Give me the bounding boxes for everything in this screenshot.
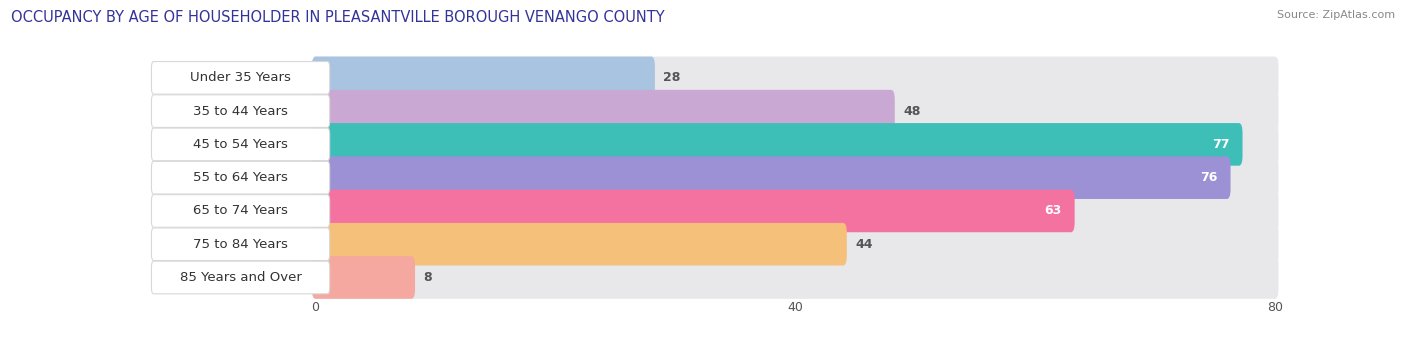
FancyBboxPatch shape bbox=[152, 162, 329, 194]
FancyBboxPatch shape bbox=[312, 156, 1230, 199]
Text: 44: 44 bbox=[855, 238, 873, 251]
Text: 45 to 54 Years: 45 to 54 Years bbox=[193, 138, 288, 151]
FancyBboxPatch shape bbox=[152, 261, 329, 294]
FancyBboxPatch shape bbox=[152, 128, 329, 161]
FancyBboxPatch shape bbox=[152, 62, 329, 94]
Text: 85 Years and Over: 85 Years and Over bbox=[180, 271, 301, 284]
FancyBboxPatch shape bbox=[312, 190, 1074, 232]
FancyBboxPatch shape bbox=[312, 156, 1278, 199]
Text: 48: 48 bbox=[903, 105, 921, 118]
Text: OCCUPANCY BY AGE OF HOUSEHOLDER IN PLEASANTVILLE BOROUGH VENANGO COUNTY: OCCUPANCY BY AGE OF HOUSEHOLDER IN PLEAS… bbox=[11, 10, 665, 25]
Text: 76: 76 bbox=[1199, 171, 1218, 184]
Text: 55 to 64 Years: 55 to 64 Years bbox=[193, 171, 288, 184]
Text: 75 to 84 Years: 75 to 84 Years bbox=[193, 238, 288, 251]
FancyBboxPatch shape bbox=[152, 194, 329, 227]
Text: 28: 28 bbox=[664, 71, 681, 84]
FancyBboxPatch shape bbox=[312, 123, 1278, 166]
FancyBboxPatch shape bbox=[312, 123, 1243, 166]
FancyBboxPatch shape bbox=[312, 223, 846, 266]
Text: 77: 77 bbox=[1212, 138, 1229, 151]
Text: 63: 63 bbox=[1045, 204, 1062, 218]
FancyBboxPatch shape bbox=[312, 90, 894, 132]
Text: 65 to 74 Years: 65 to 74 Years bbox=[193, 204, 288, 218]
FancyBboxPatch shape bbox=[312, 90, 1278, 132]
FancyBboxPatch shape bbox=[312, 190, 1278, 232]
FancyBboxPatch shape bbox=[312, 256, 415, 299]
FancyBboxPatch shape bbox=[312, 256, 1278, 299]
FancyBboxPatch shape bbox=[152, 228, 329, 260]
FancyBboxPatch shape bbox=[312, 56, 655, 99]
Text: 8: 8 bbox=[423, 271, 432, 284]
FancyBboxPatch shape bbox=[312, 56, 1278, 99]
FancyBboxPatch shape bbox=[312, 223, 1278, 266]
Text: Source: ZipAtlas.com: Source: ZipAtlas.com bbox=[1277, 10, 1395, 20]
Text: Under 35 Years: Under 35 Years bbox=[190, 71, 291, 84]
Text: 35 to 44 Years: 35 to 44 Years bbox=[193, 105, 288, 118]
FancyBboxPatch shape bbox=[152, 95, 329, 128]
